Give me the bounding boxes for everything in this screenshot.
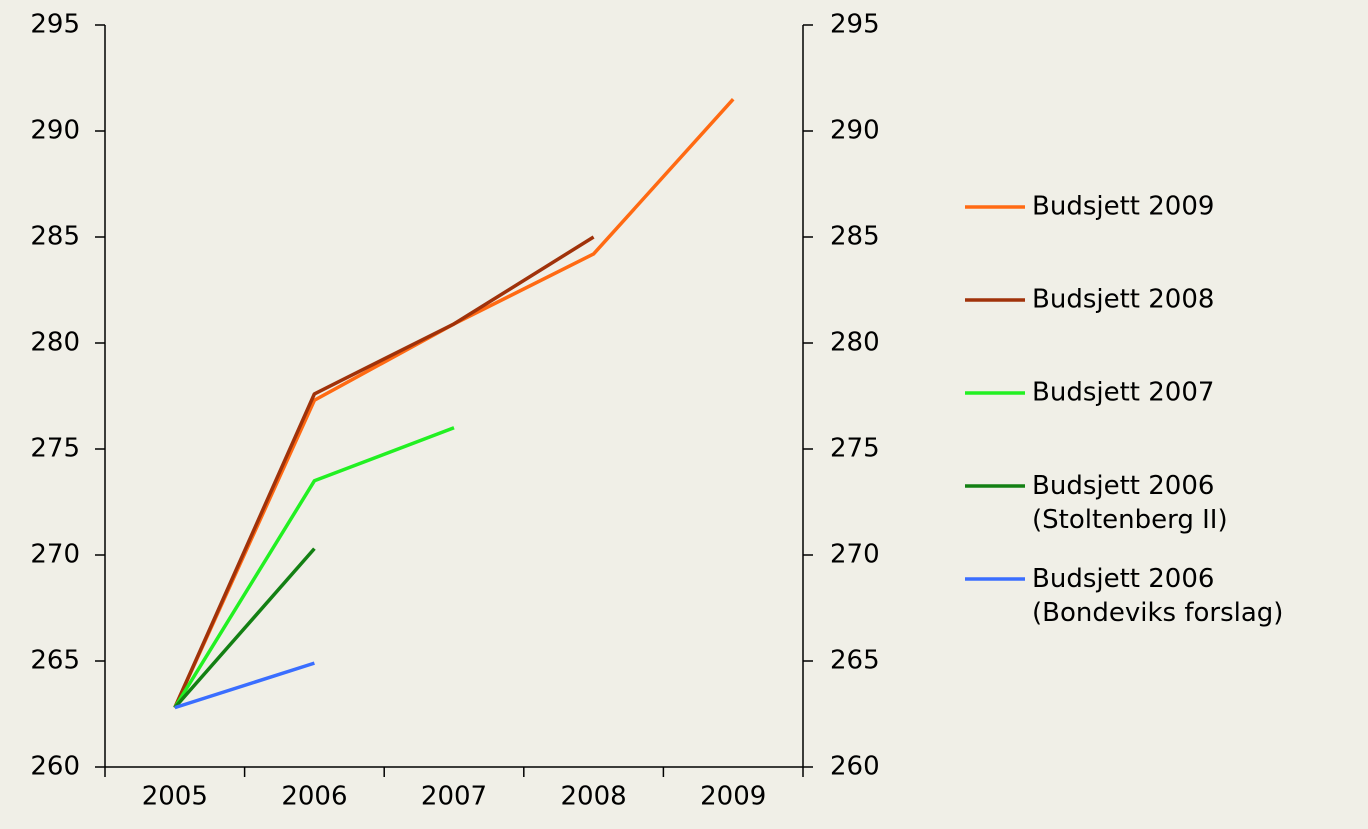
series-line — [173, 235, 595, 709]
y-tick-label: 260 — [30, 752, 80, 782]
y-tick-label: 295 — [30, 10, 80, 40]
y2-tick-label: 295 — [830, 10, 880, 40]
x-tick-label: 2005 — [142, 782, 208, 812]
x-tick-label: 2006 — [281, 782, 347, 812]
y-tick-label: 280 — [30, 328, 80, 358]
series-line — [173, 547, 316, 709]
series-line — [174, 661, 315, 710]
y2-tick-label: 285 — [830, 222, 880, 252]
series-line — [173, 98, 735, 709]
y-tick-label: 290 — [30, 116, 80, 146]
legend-label: Budsjett 2006 (Stoltenberg II) — [1032, 471, 1228, 535]
y2-tick-label: 280 — [830, 328, 880, 358]
y2-tick-label: 275 — [830, 434, 880, 464]
y2-tick-label: 265 — [830, 646, 880, 676]
y2-tick-label: 270 — [830, 540, 880, 570]
legend-label: Budsjett 2006 (Bondeviks forslag) — [1032, 564, 1283, 628]
x-tick-label: 2008 — [561, 782, 627, 812]
x-tick-label: 2007 — [421, 782, 487, 812]
legend-label: Budsjett 2009 — [1032, 192, 1214, 222]
y-tick-label: 265 — [30, 646, 80, 676]
y-tick-label: 275 — [30, 434, 80, 464]
series-line — [173, 426, 455, 709]
legend-label: Budsjett 2008 — [1032, 285, 1214, 315]
y2-tick-label: 260 — [830, 752, 880, 782]
y-tick-label: 285 — [30, 222, 80, 252]
y-tick-label: 270 — [30, 540, 80, 570]
legend-label: Budsjett 2007 — [1032, 378, 1214, 408]
y2-tick-label: 290 — [830, 116, 880, 146]
x-tick-label: 2009 — [700, 782, 766, 812]
